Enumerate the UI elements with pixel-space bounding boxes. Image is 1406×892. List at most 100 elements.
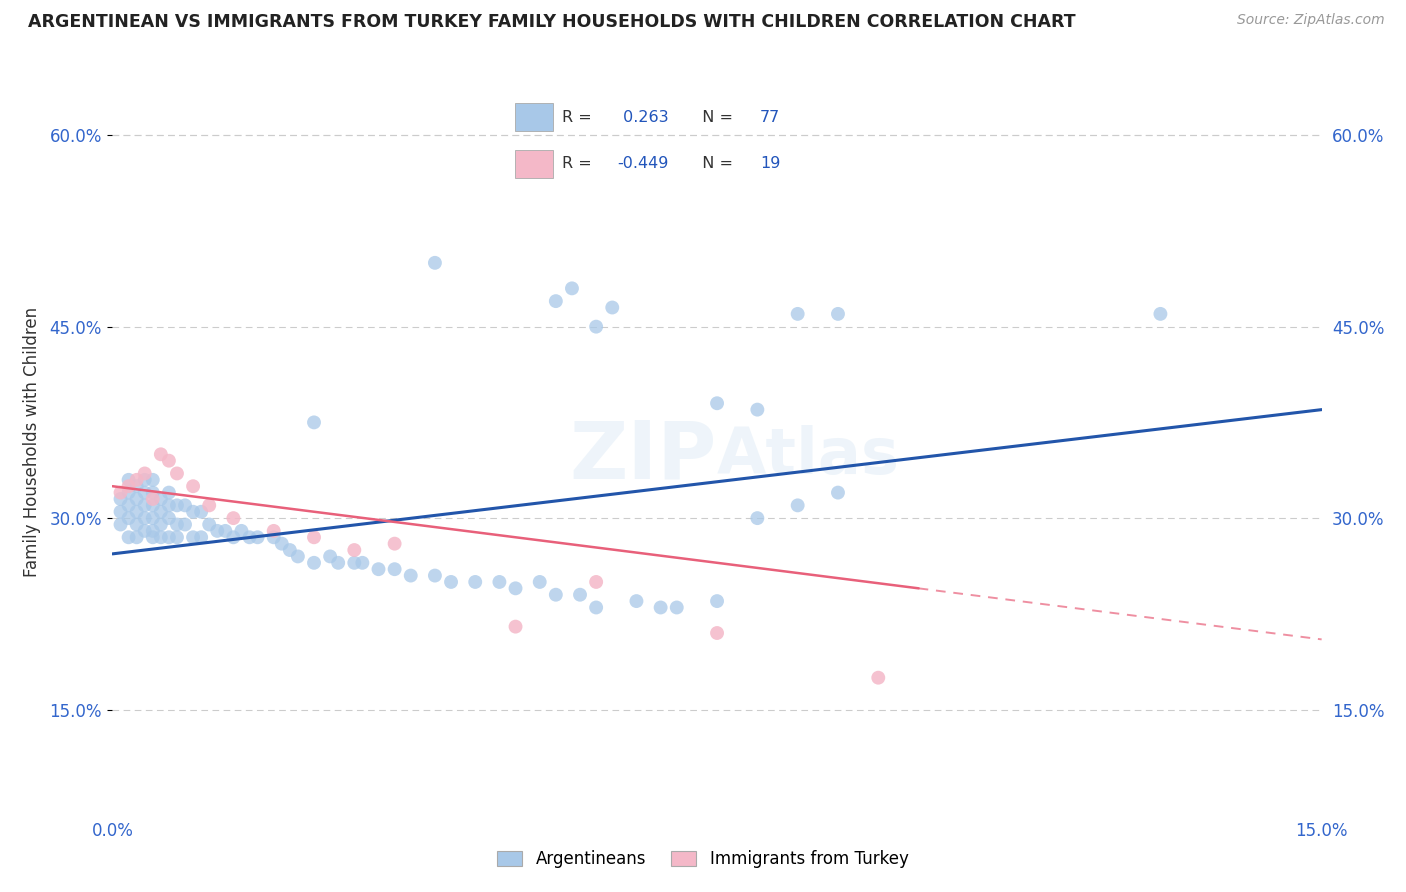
Point [529, 574, 551, 589]
Point [302, 530, 325, 544]
Point [149, 447, 172, 461]
Point [157, 453, 180, 467]
Point [198, 499, 221, 513]
Point [149, 491, 172, 506]
Point [600, 301, 623, 315]
Point [278, 543, 301, 558]
Text: 0.263: 0.263 [617, 110, 668, 125]
Point [125, 473, 148, 487]
Point [440, 574, 463, 589]
Point [263, 524, 285, 538]
Point [166, 499, 188, 513]
Point [319, 549, 342, 564]
Point [207, 524, 229, 538]
Point [343, 556, 366, 570]
Point [328, 556, 350, 570]
Point [585, 574, 607, 589]
Point [231, 524, 253, 538]
Point [110, 505, 132, 519]
Point [569, 588, 592, 602]
Point [142, 499, 165, 513]
Point [117, 499, 139, 513]
Point [706, 594, 728, 608]
Point [198, 517, 221, 532]
FancyBboxPatch shape [516, 150, 553, 178]
Point [343, 543, 366, 558]
Point [650, 600, 672, 615]
Text: N =: N = [692, 156, 738, 171]
Point [246, 530, 269, 544]
Text: R =: R = [562, 156, 596, 171]
Point [747, 511, 769, 525]
Point [134, 511, 156, 525]
Point [384, 562, 406, 576]
Text: 77: 77 [759, 110, 780, 125]
Text: ZIP: ZIP [569, 417, 717, 495]
Point [117, 479, 139, 493]
Point [423, 256, 446, 270]
Point [505, 620, 527, 634]
Point [149, 517, 172, 532]
Point [174, 517, 197, 532]
Point [125, 479, 148, 493]
Point [134, 473, 156, 487]
Point [423, 568, 446, 582]
Point [544, 588, 567, 602]
Legend: Argentineans, Immigrants from Turkey: Argentineans, Immigrants from Turkey [491, 844, 915, 875]
Point [125, 491, 148, 506]
Point [134, 485, 156, 500]
Point [399, 568, 422, 582]
Point [166, 530, 188, 544]
Point [505, 582, 527, 596]
Point [270, 536, 292, 550]
Point [488, 574, 510, 589]
Y-axis label: Family Households with Children: Family Households with Children [24, 307, 41, 576]
Point [287, 549, 309, 564]
Point [110, 491, 132, 506]
Point [142, 485, 165, 500]
Point [117, 473, 139, 487]
Point [142, 530, 165, 544]
Point [585, 600, 607, 615]
Point [747, 402, 769, 417]
Text: 19: 19 [759, 156, 780, 171]
Point [166, 467, 188, 481]
Point [157, 485, 180, 500]
Point [125, 517, 148, 532]
Point [117, 530, 139, 544]
Point [222, 511, 245, 525]
Point [827, 307, 849, 321]
Point [238, 530, 260, 544]
Point [626, 594, 648, 608]
Text: Source: ZipAtlas.com: Source: ZipAtlas.com [1237, 13, 1385, 28]
Point [142, 473, 165, 487]
Text: N =: N = [692, 110, 738, 125]
Point [174, 499, 197, 513]
Point [384, 536, 406, 550]
Point [868, 671, 890, 685]
FancyBboxPatch shape [516, 103, 553, 131]
Point [585, 319, 607, 334]
Point [352, 556, 374, 570]
Point [302, 416, 325, 430]
Point [157, 530, 180, 544]
Point [190, 530, 212, 544]
Point [149, 505, 172, 519]
Point [367, 562, 389, 576]
Point [157, 499, 180, 513]
Text: -0.449: -0.449 [617, 156, 669, 171]
Point [142, 524, 165, 538]
Point [827, 485, 849, 500]
Point [706, 626, 728, 640]
Point [142, 491, 165, 506]
Text: Atlas: Atlas [717, 425, 900, 487]
Point [263, 530, 285, 544]
Point [464, 574, 486, 589]
Point [190, 505, 212, 519]
Point [142, 511, 165, 525]
Point [181, 505, 204, 519]
Point [665, 600, 688, 615]
Point [110, 517, 132, 532]
Point [1149, 307, 1171, 321]
Point [786, 307, 808, 321]
